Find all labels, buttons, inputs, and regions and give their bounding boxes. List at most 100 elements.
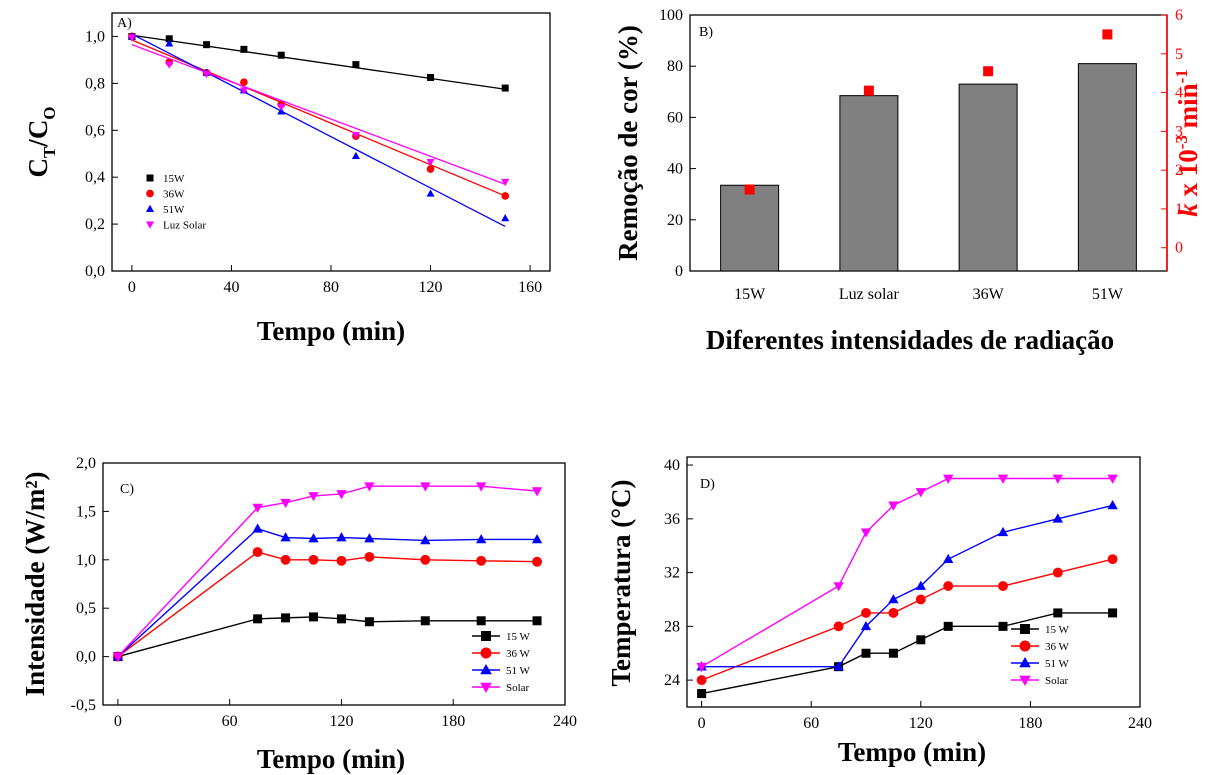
data-point-d (888, 501, 899, 511)
data-point-d (696, 662, 707, 673)
data-b (720, 29, 1137, 272)
data-point-a (165, 39, 174, 47)
legend-marker-a (146, 174, 154, 182)
axes-b: 15W Luz solar 36W 51W 0 20 40 60 80 100 0 1 2 3 4 5 6 (659, 7, 1183, 303)
y-tick-label-d: 28 (664, 618, 680, 635)
legend-marker-d (1019, 640, 1031, 652)
data-point-a (501, 192, 510, 200)
y-tick-label-a: 0,6 (85, 122, 105, 139)
data-point-d (697, 689, 707, 699)
k-point-b (863, 85, 874, 96)
x-axis-title-d: Tempo (min) (838, 737, 986, 767)
x-tick-label-c: 60 (222, 713, 238, 730)
y-axis-title-b: Remoção de cor (%) (613, 25, 643, 261)
legend-marker-d (1019, 657, 1031, 668)
data-point-a (127, 34, 136, 42)
panel-c: C) Tempo (min) Intensidade (W/m²) 0 60 120… (20, 455, 577, 774)
y-tick-label-b2: 5 (1175, 46, 1183, 63)
legend-label-a: Luz Solar (163, 220, 206, 232)
y-tick-label-b2: 0 (1175, 240, 1183, 257)
data-point-c (336, 532, 347, 542)
data-point-c (532, 556, 543, 567)
category-label-b: 51W (1092, 286, 1124, 303)
series-line-c (117, 528, 538, 658)
data-point-d (888, 594, 899, 604)
data-point-a (501, 84, 509, 92)
data-point-d (833, 621, 844, 632)
data-d (696, 474, 1118, 699)
data-a (127, 32, 510, 228)
legend-marker-c (481, 631, 491, 641)
x-axis-title-b: Diferentes intensidades de radiação (706, 325, 1114, 355)
data-point-d (861, 648, 871, 658)
data-point-d (1107, 474, 1118, 484)
y-axis-title-a: CT/CO (23, 106, 59, 177)
data-point-d (916, 635, 926, 645)
y-axis-title-c: Intensidade (W/m²) (20, 472, 50, 697)
data-point-c (364, 617, 374, 627)
k-point-b (1102, 29, 1113, 40)
data-point-a (427, 74, 435, 81)
legend-marker-c (480, 682, 492, 693)
y-tick-label-b: 40 (667, 161, 683, 178)
legend-label-a: 36W (163, 189, 185, 201)
data-point-c (253, 614, 263, 624)
data-point-c (420, 482, 431, 492)
data-point-d (1107, 554, 1118, 565)
fit-line-a (131, 34, 506, 90)
y-tick-label-d: 40 (664, 457, 680, 474)
data-point-c (420, 535, 431, 545)
bar-b (1077, 63, 1137, 272)
y-tick-label-b2: 3 (1175, 123, 1183, 140)
data-point-a (203, 41, 211, 49)
data-point-a (240, 78, 248, 87)
data-point-c (252, 547, 263, 558)
k-point-b (744, 184, 755, 195)
legend-a: 15W 36W 51W Luz Solar (145, 173, 206, 232)
data-point-a (426, 158, 435, 167)
legend-marker-c (480, 647, 492, 659)
data-point-a (202, 71, 211, 79)
data-point-d (997, 474, 1009, 484)
data-point-c (420, 554, 431, 565)
legend-label-d: 15 W (1045, 624, 1070, 636)
data-point-a (277, 51, 285, 59)
legend-marker-c (480, 664, 492, 675)
series-line-c (117, 551, 538, 658)
legend-label-d: 51 W (1045, 658, 1070, 670)
y-tick-label-c: -0,5 (71, 697, 96, 714)
data-point-c (308, 533, 319, 543)
data-point-d (888, 648, 898, 658)
data-point-a (239, 87, 248, 95)
data-point-d (1053, 608, 1063, 618)
x-tick-label-d: 60 (803, 715, 819, 732)
legend-marker-a (145, 221, 155, 229)
data-point-c (308, 554, 319, 565)
data-point-c (475, 534, 487, 544)
y-tick-label-c: 2,0 (76, 455, 96, 472)
k-point-b (983, 66, 994, 77)
legend-label-d: Solar (1045, 675, 1069, 687)
y-axis-title-d: Temperatura (°C) (606, 479, 636, 686)
y-tick-label-b: 0 (675, 263, 683, 280)
y-tick-label-a: 1,0 (85, 28, 105, 45)
x-axis-title-c: Tempo (min) (257, 744, 405, 774)
data-point-c (476, 616, 486, 626)
panel-b: B) Diferentes intensidades de radiação R… (613, 7, 1203, 355)
data-point-d (1052, 474, 1063, 484)
data-point-d (997, 526, 1009, 537)
legend-marker-d (1020, 624, 1030, 634)
legend-d: 15 W 36 W 51 W Solar (1011, 624, 1070, 687)
data-point-a (426, 189, 435, 197)
data-point-a (352, 61, 360, 69)
data-point-d (943, 553, 954, 563)
y-tick-label-a: 0,0 (85, 263, 105, 280)
y-tick-label-b: 80 (667, 58, 683, 75)
panel-label-c: C) (120, 482, 134, 497)
data-point-d (861, 607, 871, 618)
data-point-d (1052, 567, 1063, 578)
data-point-d (860, 528, 872, 538)
data-point-c (475, 482, 487, 492)
data-point-a (277, 103, 286, 112)
series-line-d (701, 477, 1113, 668)
